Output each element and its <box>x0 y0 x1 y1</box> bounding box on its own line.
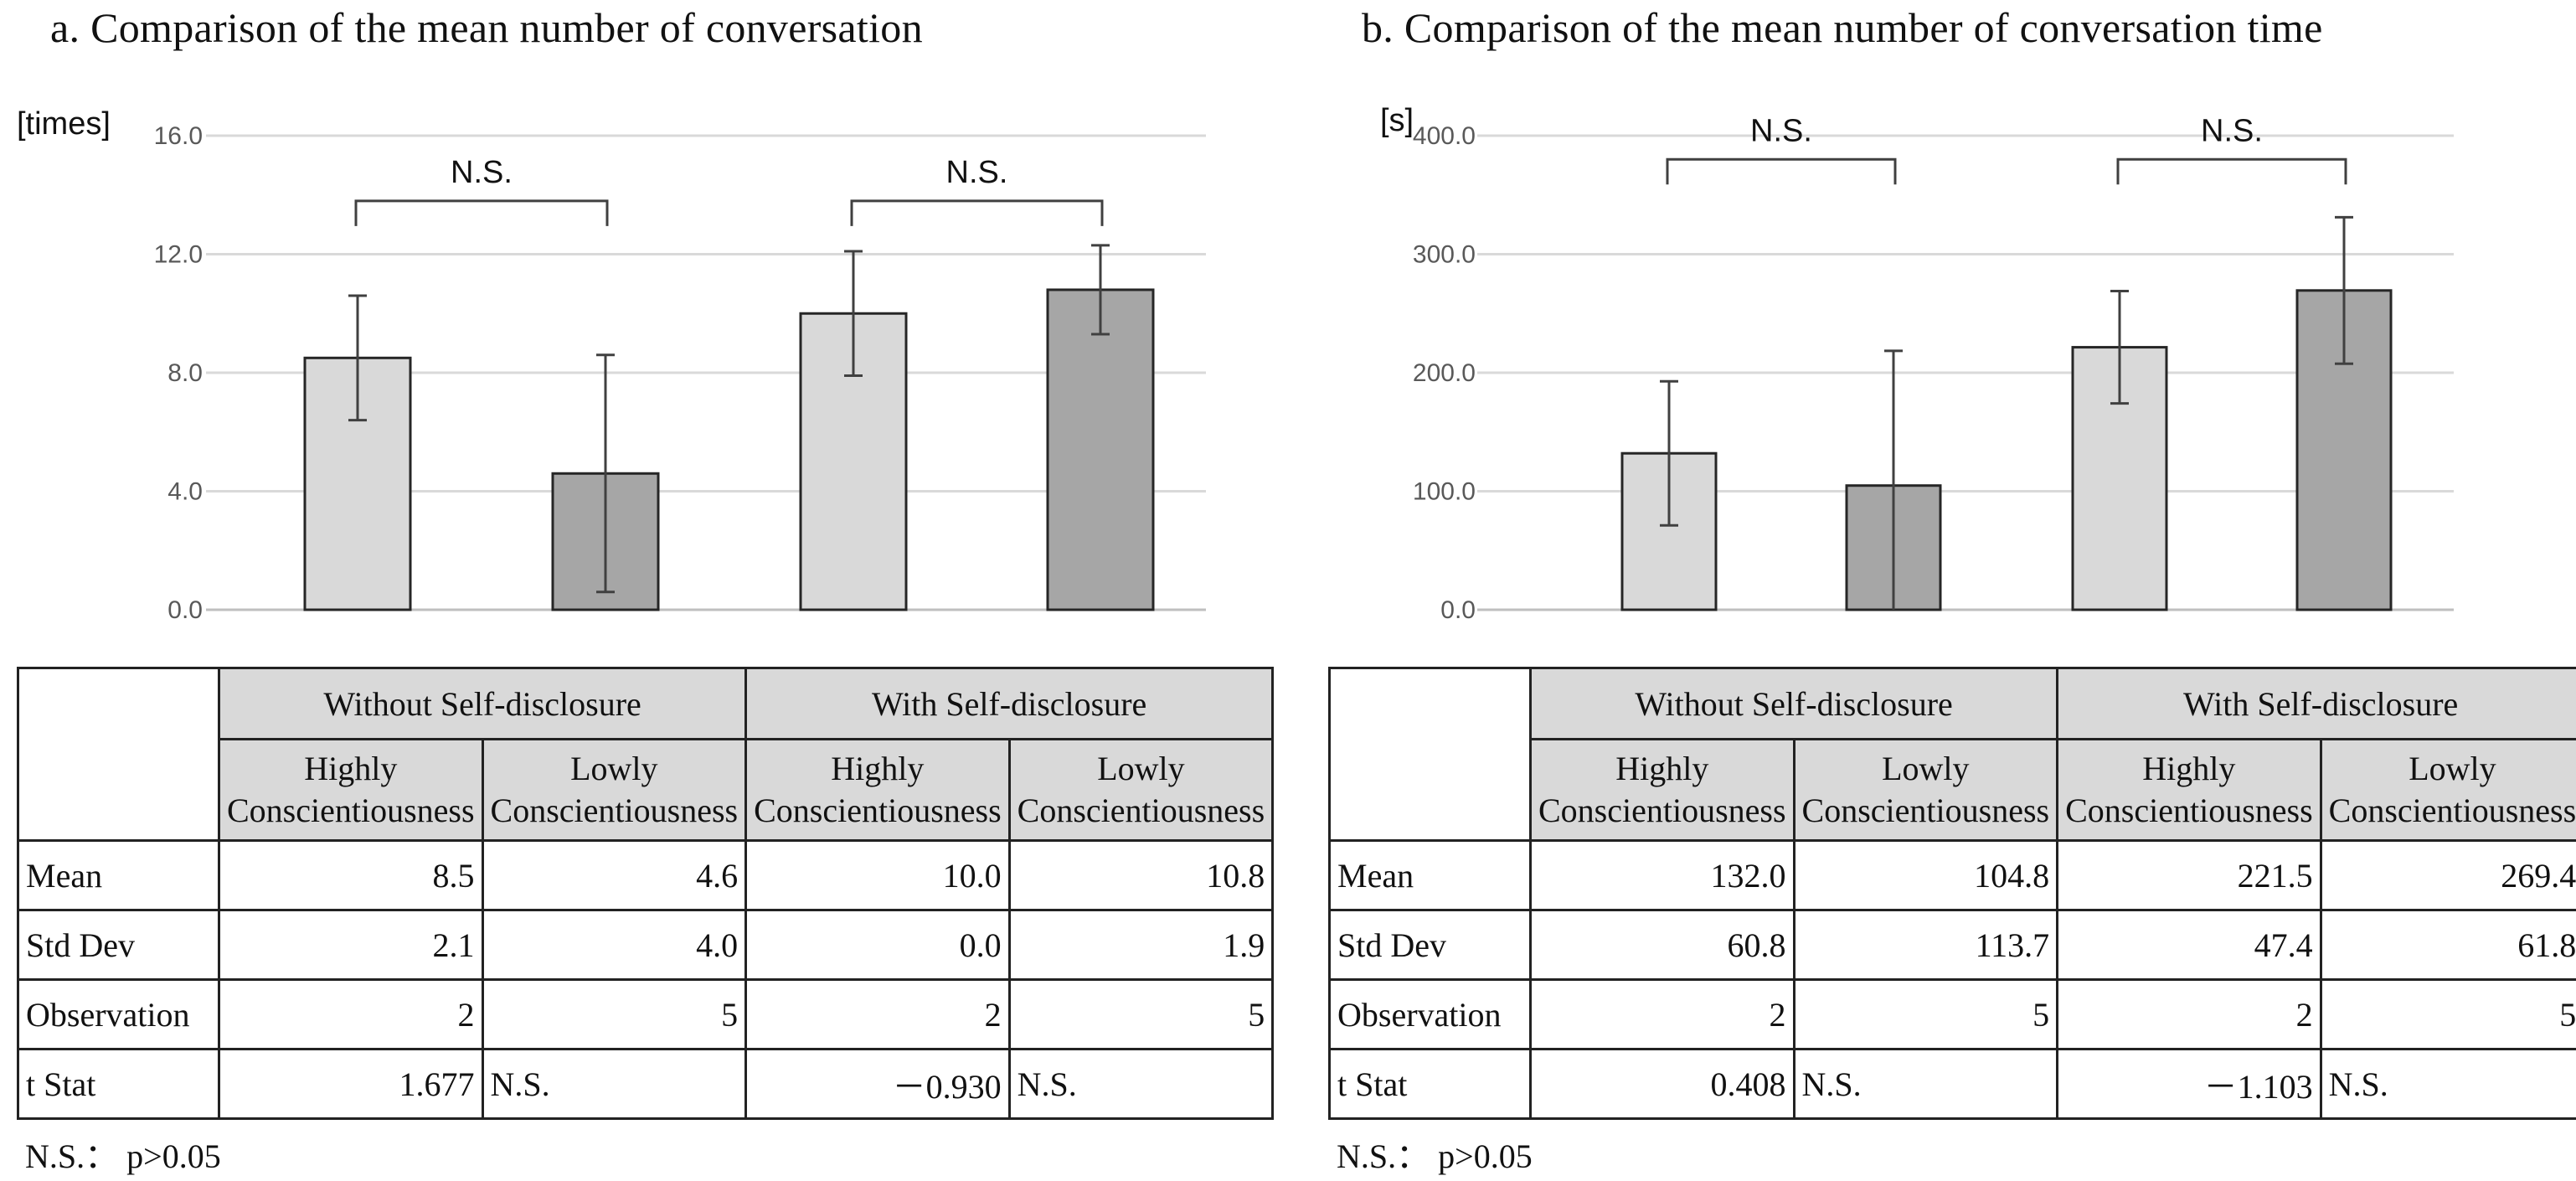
sub-header: Highly Conscientiousness <box>1529 738 1795 842</box>
significance-label: N.S. <box>946 155 1008 190</box>
sub-header: Lowly Conscientiousness <box>481 738 748 842</box>
table-row-observation: Observation 2 5 2 5 <box>17 978 1275 1050</box>
table-cell: 2 <box>1529 978 1795 1050</box>
table-cell: 5 <box>481 978 748 1050</box>
table-cell: 5 <box>1007 978 1275 1050</box>
chart-a-title: a. Comparison of the mean number of conv… <box>50 4 923 51</box>
table-cell: 5 <box>1792 978 2059 1050</box>
t-stat-with-significance: N.S. <box>1007 1048 1275 1120</box>
significance-bracket <box>2116 157 2347 185</box>
y-tick-label: 0.0 <box>167 596 203 624</box>
t-stat-without-significance: N.S. <box>1792 1048 2059 1120</box>
table-row-std-dev: Std Dev 60.8 113.7 47.4 61.8 <box>1328 909 2576 981</box>
y-tick-label: 400.0 <box>1413 122 1476 150</box>
row-label: t Stat <box>17 1048 220 1120</box>
group-header-with: With Self-disclosure <box>744 667 1275 740</box>
table-cell: 10.8 <box>1007 839 1275 911</box>
row-label: Observation <box>17 978 220 1050</box>
table-cell: 132.0 <box>1529 839 1795 911</box>
table-cell: 1.9 <box>1007 909 1275 981</box>
significance-bracket <box>1666 157 1897 185</box>
group-header-without: Without Self-disclosure <box>217 667 748 740</box>
significance-bracket <box>850 199 1104 226</box>
t-stat-with-value: －1.103 <box>2056 1048 2322 1120</box>
table-corner <box>1328 667 1532 842</box>
t-stat-without-significance: N.S. <box>481 1048 748 1120</box>
table-cell: 8.5 <box>218 839 484 911</box>
table-row-std-dev: Std Dev 2.1 4.0 0.0 1.9 <box>17 909 1275 981</box>
t-stat-without-value: 0.408 <box>1529 1048 1795 1120</box>
table-row-t-stat: t Stat 1.677 N.S. －0.930 N.S. <box>17 1048 1275 1120</box>
table-row-mean: Mean 8.5 4.6 10.0 10.8 <box>17 839 1275 911</box>
t-stat-with-value: －0.930 <box>744 1048 1011 1120</box>
significance-label: N.S. <box>1750 113 1812 148</box>
table-corner <box>17 667 220 842</box>
table-cell: 4.0 <box>481 909 748 981</box>
table-row-mean: Mean 132.0 104.8 221.5 269.4 <box>1328 839 2576 911</box>
chart-a: 0.0 4.0 8.0 12.0 16.0 [times] N.S. N.S. <box>17 106 1206 624</box>
table-cell: 2 <box>2056 978 2322 1050</box>
group-header-without: Without Self-disclosure <box>1528 667 2059 740</box>
row-label: Std Dev <box>1328 909 1532 981</box>
panel-b-conversation-time: b. Comparison of the mean number of conv… <box>1328 0 2576 1181</box>
y-tick-label: 4.0 <box>167 478 203 506</box>
sub-header: Highly Conscientiousness <box>2056 738 2322 842</box>
table-row-observation: Observation 2 5 2 5 <box>1328 978 2576 1050</box>
table-a: Without Self-disclosure With Self-disclo… <box>17 667 1275 1120</box>
sub-header: Lowly Conscientiousness <box>1007 738 1275 842</box>
y-tick-label: 16.0 <box>154 122 203 150</box>
sub-header: Lowly Conscientiousness <box>1792 738 2059 842</box>
table-cell: 2 <box>218 978 484 1050</box>
panel-a-conversation-count: a. Comparison of the mean number of conv… <box>17 0 1290 1181</box>
table-cell: 61.8 <box>2319 909 2576 981</box>
sub-header: Highly Conscientiousness <box>744 738 1011 842</box>
table-cell: 113.7 <box>1792 909 2059 981</box>
footnote: N.S.： p>0.05 <box>1337 1137 1533 1175</box>
table-cell: 60.8 <box>1529 909 1795 981</box>
group-header-with: With Self-disclosure <box>2056 667 2576 740</box>
chart-b: 0.0 100.0 200.0 300.0 400.0[s] N.S. N.S. <box>1380 103 2454 624</box>
chart-b-title: b. Comparison of the mean number of conv… <box>1362 4 2323 51</box>
table-cell: 104.8 <box>1792 839 2059 911</box>
bar <box>1046 288 1155 611</box>
table-cell: 47.4 <box>2056 909 2322 981</box>
table-cell: 2.1 <box>218 909 484 981</box>
significance-label: N.S. <box>451 155 513 190</box>
sub-header: Highly Conscientiousness <box>218 738 484 842</box>
significance-bracket <box>354 199 609 226</box>
y-tick-label: 12.0 <box>154 241 203 269</box>
table-cell: 0.0 <box>744 909 1011 981</box>
y-tick-label: 0.0 <box>1440 596 1476 624</box>
y-axis-unit-label: [times] <box>17 106 111 142</box>
y-axis-unit-label: [s] <box>1380 103 1414 138</box>
table-cell: 2 <box>744 978 1011 1050</box>
row-label: Mean <box>1328 839 1532 911</box>
footnote: N.S.： p>0.05 <box>25 1137 221 1175</box>
table-cell: 269.4 <box>2319 839 2576 911</box>
row-label: Mean <box>17 839 220 911</box>
row-label: t Stat <box>1328 1048 1532 1120</box>
sub-header: Lowly Conscientiousness <box>2319 738 2576 842</box>
y-tick-label: 300.0 <box>1413 241 1476 269</box>
table-cell: 5 <box>2319 978 2576 1050</box>
table-row-t-stat: t Stat 0.408 N.S. －1.103 N.S. <box>1328 1048 2576 1120</box>
table-cell: 4.6 <box>481 839 748 911</box>
row-label: Observation <box>1328 978 1532 1050</box>
significance-label: N.S. <box>2201 113 2263 148</box>
y-tick-label: 100.0 <box>1413 478 1476 506</box>
row-label: Std Dev <box>17 909 220 981</box>
y-tick-label: 200.0 <box>1413 359 1476 387</box>
table-cell: 10.0 <box>744 839 1011 911</box>
y-tick-label: 8.0 <box>167 359 203 387</box>
table-cell: 221.5 <box>2056 839 2322 911</box>
table-b: Without Self-disclosure With Self-disclo… <box>1328 667 2576 1120</box>
t-stat-without-value: 1.677 <box>218 1048 484 1120</box>
t-stat-with-significance: N.S. <box>2319 1048 2576 1120</box>
